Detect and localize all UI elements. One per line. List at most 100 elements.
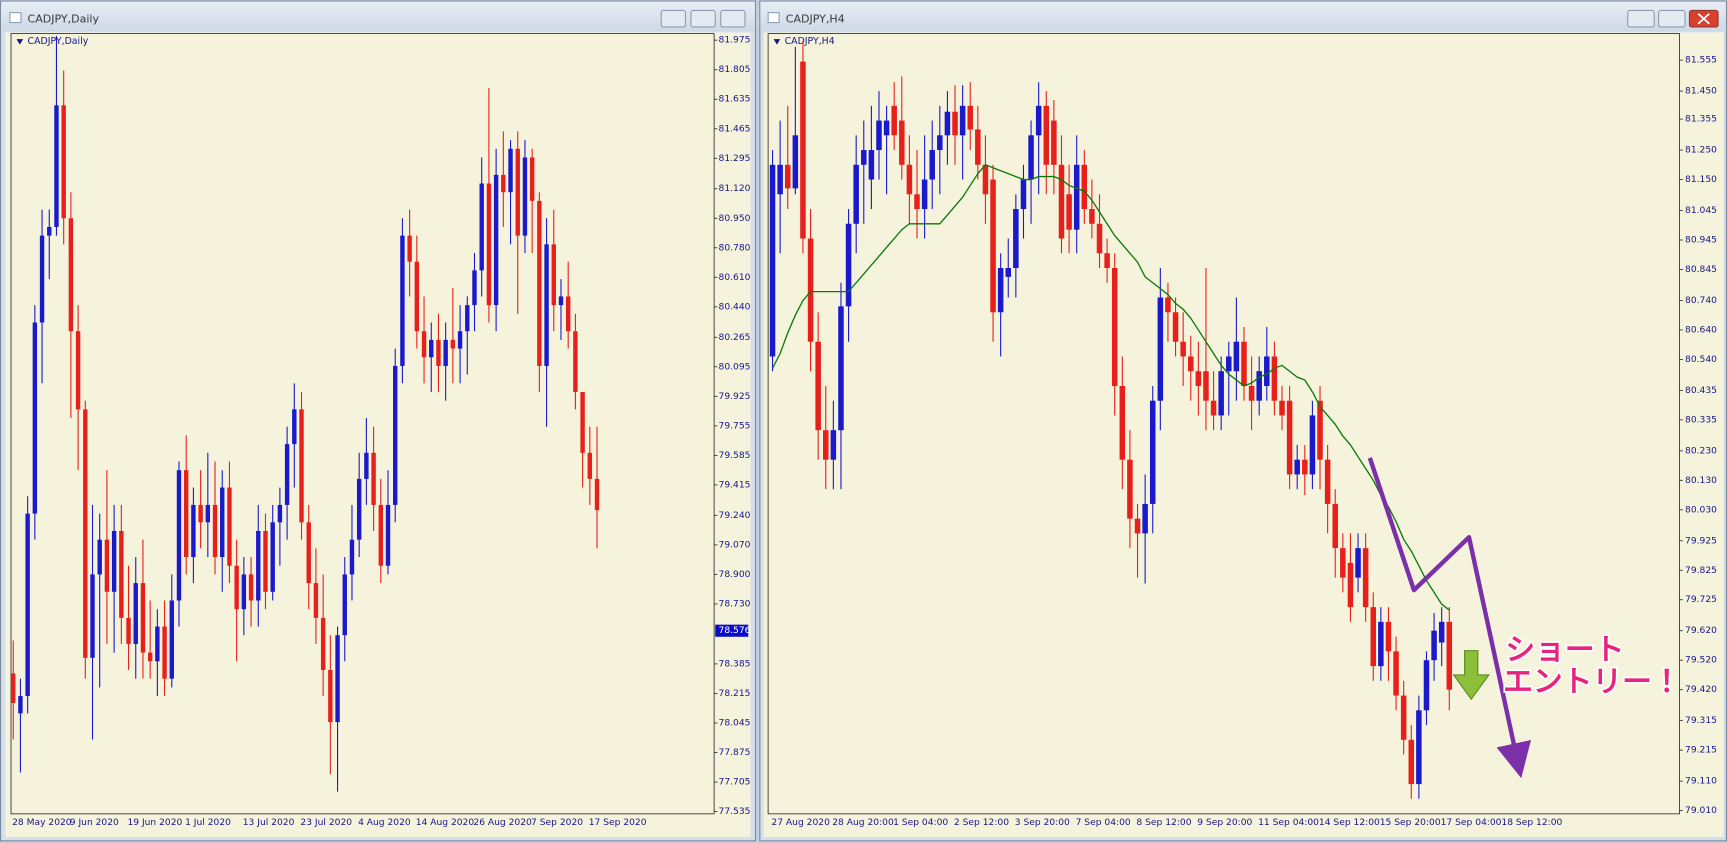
y-tick-label: 80.845 [1685, 265, 1717, 275]
y-tick-label: 78.385 [719, 659, 751, 669]
y-tick-label: 79.415 [719, 480, 751, 490]
y-tick-label: 79.010 [1685, 806, 1717, 816]
current-price-marker [715, 624, 749, 637]
y-tick-label: 81.635 [719, 95, 751, 105]
candle-body [891, 105, 897, 136]
candle-body [90, 574, 95, 658]
plot-frame [767, 33, 1680, 815]
candle-body [565, 296, 571, 332]
y-tick-label: 79.315 [1685, 716, 1717, 726]
candle-body [1142, 503, 1148, 534]
candle-body [75, 331, 81, 410]
candle-body [838, 306, 844, 431]
chart-label: CADJPY,H4 [785, 36, 835, 47]
candle-body [1051, 120, 1057, 165]
minimize-button[interactable] [660, 9, 687, 28]
candle-body [1180, 341, 1186, 357]
candle-body [429, 339, 434, 358]
chart-label: CADJPY,Daily [28, 36, 89, 47]
candle-body [967, 105, 973, 130]
candle-body [544, 244, 549, 366]
candle-body [1005, 268, 1012, 277]
candle-body [176, 470, 182, 601]
zigzag-arrow [1367, 457, 1532, 779]
candle-body [306, 522, 311, 584]
y-tick-label: 80.780 [719, 243, 751, 253]
candle-body [1104, 253, 1110, 269]
candle-body [508, 148, 513, 193]
candle-body [800, 61, 806, 239]
candle-body [1362, 548, 1369, 608]
candle-body [1073, 164, 1080, 230]
maximize-button[interactable] [690, 9, 716, 28]
y-tick-label: 81.250 [1685, 146, 1717, 156]
candle-body [32, 322, 38, 514]
y-tick-label: 77.705 [719, 778, 751, 788]
candle-body [457, 331, 463, 349]
close-button[interactable] [720, 9, 746, 28]
candle-body [861, 150, 867, 165]
x-tick-label: 28 May 2020 [12, 818, 72, 828]
candle-body [241, 574, 247, 610]
y-tick-label: 80.740 [1685, 296, 1717, 306]
candle-body [356, 478, 362, 540]
x-tick-label: 17 Sep 04:00 [1441, 818, 1502, 828]
candle-body [1195, 371, 1202, 386]
candle-body [1241, 341, 1247, 386]
moving-average [771, 164, 1450, 611]
chart-background [763, 32, 1724, 837]
candle-body [868, 150, 875, 180]
candle-body [1233, 341, 1240, 372]
y-tick-label: 80.095 [719, 362, 751, 372]
candle-body [299, 409, 304, 523]
candle-body [378, 504, 384, 566]
candle-body [472, 270, 477, 306]
x-tick-label: 4 Aug 2020 [358, 818, 411, 828]
candle-body [1157, 297, 1164, 401]
y-tick-label: 80.335 [1685, 415, 1717, 425]
candle-body [1149, 400, 1156, 504]
candle-body [47, 226, 52, 236]
candle-body [220, 487, 225, 558]
candle-body [198, 504, 203, 523]
title-bar [1, 1, 755, 32]
candle-body [191, 504, 196, 558]
candle-body [594, 478, 600, 511]
candle-body [1256, 371, 1262, 401]
candle-body [1347, 562, 1354, 608]
candle-body [342, 574, 347, 636]
candle-body [248, 574, 254, 601]
minimize-button[interactable] [1627, 9, 1655, 28]
candle-body [823, 430, 829, 460]
y-tick-label: 79.925 [719, 392, 751, 402]
candle-body [277, 504, 283, 523]
x-tick-label: 14 Aug 2020 [416, 818, 475, 828]
candle-body [807, 238, 814, 342]
y-tick-label: 79.725 [1685, 595, 1717, 605]
maximize-button[interactable] [1658, 9, 1686, 28]
candle-body [959, 105, 966, 136]
candle-body [126, 617, 131, 644]
charts: 81.975 81.805 81.635 81.465 81.295 81.120 80.9… [11, 36, 1717, 828]
candle-body [169, 600, 174, 679]
chart: 81.975 81.805 81.635 81.465 81.295 81.120 80.9… [11, 36, 751, 828]
candle-body [1385, 621, 1392, 652]
annotation-text: ショート [1505, 633, 1624, 668]
candle-body [1119, 385, 1126, 460]
annotation-text: エントリー！ [1503, 665, 1682, 700]
candle-body [292, 409, 297, 445]
y-tick-label: 80.435 [1685, 386, 1717, 396]
y-tick-label: 80.130 [1685, 476, 1717, 486]
candle-body [97, 539, 102, 575]
candle-body [853, 164, 859, 224]
y-tick-label: 79.110 [1685, 777, 1717, 787]
y-tick-label: 78.215 [719, 689, 751, 699]
x-tick-label: 3 Sep 20:00 [1015, 818, 1070, 828]
candle-body [1081, 164, 1088, 210]
candle-body [1188, 356, 1194, 372]
candle-body [990, 179, 996, 313]
window-title: CADJPY,H4 [786, 12, 845, 25]
candle-body [515, 148, 520, 236]
candle-body [1043, 105, 1050, 165]
